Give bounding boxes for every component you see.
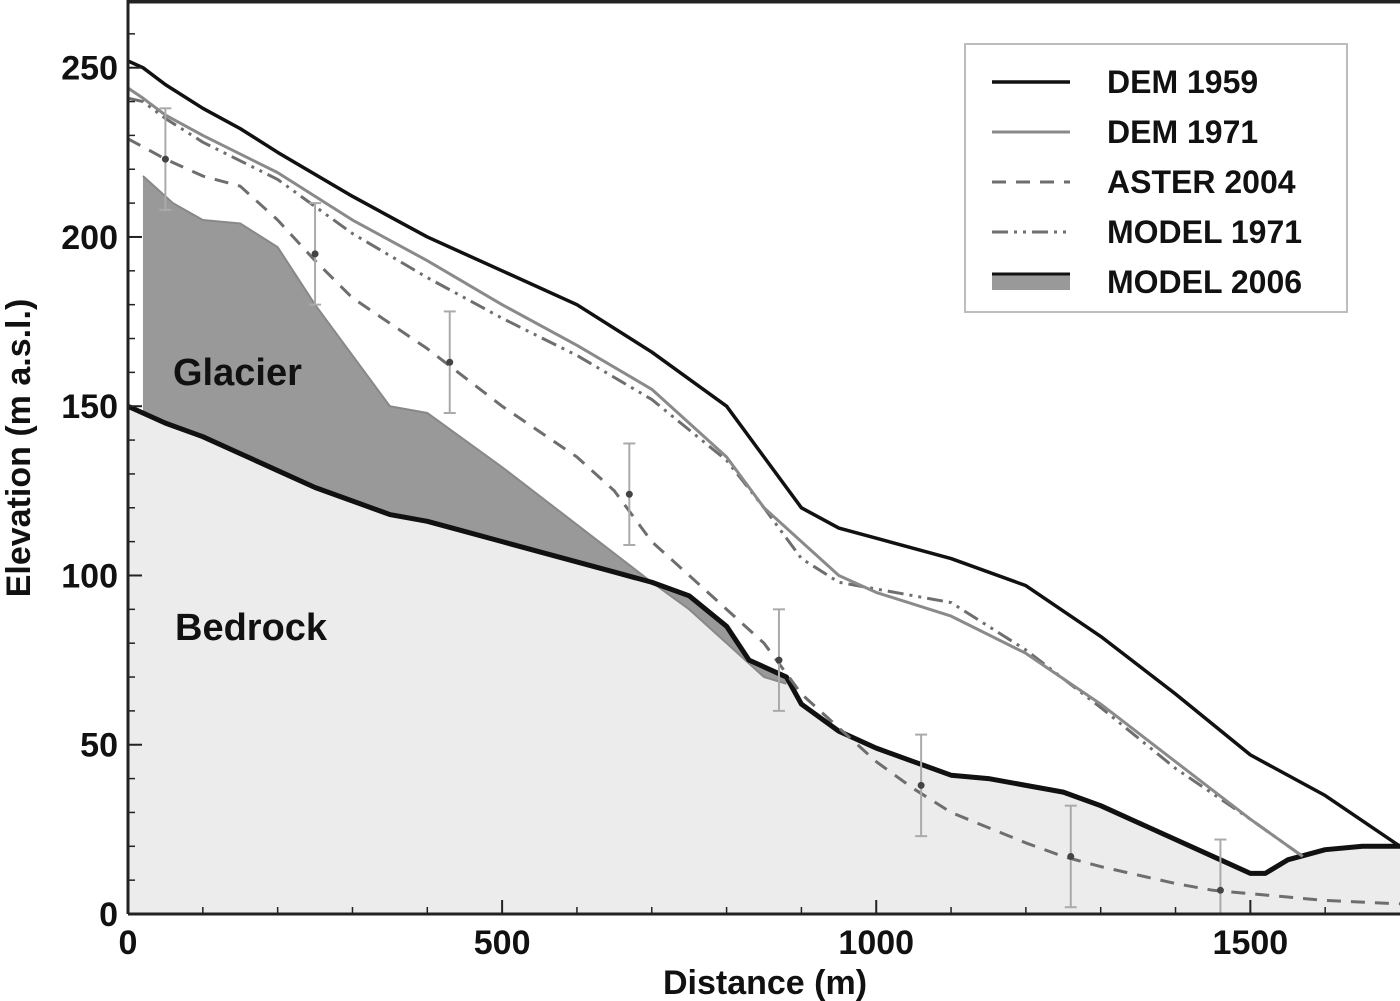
plot-area — [128, 59, 1400, 914]
legend-label: DEM 1971 — [1107, 114, 1258, 150]
aster-error-bar — [1214, 838, 1227, 914]
error-bar-point — [775, 656, 783, 664]
legend-entry-model-2006: MODEL 2006 — [992, 264, 1302, 300]
x-tick-label: 500 — [474, 924, 531, 962]
y-tick-label: 200 — [61, 219, 118, 257]
x-axis-title: Distance (m) — [663, 964, 867, 1001]
legend-box — [964, 43, 1348, 313]
dem-1971-line — [128, 86, 1304, 858]
glacier-label: Glacier — [173, 352, 302, 394]
y-axis: 0 50 100 150 200 250 — [61, 33, 142, 934]
bedrock-label: Bedrock — [175, 607, 328, 649]
glacier-model-2006-area — [142, 176, 787, 684]
legend-entry-dem-1971: DEM 1971 — [992, 114, 1258, 150]
aster-error-bar — [159, 107, 172, 211]
legend-label: MODEL 1971 — [1107, 214, 1302, 250]
aster-error-bar — [623, 442, 636, 547]
bedrock-area — [128, 406, 1400, 914]
legend: DEM 1959 DEM 1971 ASTER 2004 MODEL 1971 MODE… — [964, 43, 1348, 313]
bedrock-line — [128, 403, 1400, 876]
y-tick-label: 100 — [61, 557, 118, 595]
aster-error-bar — [309, 202, 322, 306]
legend-label: MODEL 2006 — [1107, 264, 1302, 300]
model-2006-surface-line — [142, 175, 787, 685]
aster-error-bar — [772, 608, 785, 712]
aster-error-bar — [915, 733, 928, 838]
y-tick-label: 250 — [61, 50, 118, 88]
error-bar-point — [625, 490, 633, 498]
legend-entry-dem-1959: DEM 1959 — [992, 64, 1258, 100]
error-bar-point — [446, 358, 454, 366]
legend-swatch — [992, 274, 1070, 290]
y-tick-label: 150 — [61, 388, 118, 426]
y-axis-title: Elevation (m a.s.l.) — [0, 299, 38, 598]
error-bar-point — [311, 250, 319, 258]
error-bar-point — [1216, 886, 1224, 894]
plot-frame — [126, 0, 1400, 916]
legend-entry-aster-2004: ASTER 2004 — [992, 164, 1296, 200]
x-axis: 0 500 1000 1500 — [119, 900, 1326, 962]
aster-error-bar — [443, 310, 456, 414]
error-bar-point — [1067, 852, 1075, 860]
aster-2004-line — [128, 137, 1400, 906]
x-tick-label: 1500 — [1213, 924, 1289, 962]
dem-1959-line — [128, 59, 1400, 848]
legend-label: DEM 1959 — [1107, 64, 1258, 100]
y-tick-label: 0 — [99, 896, 118, 934]
x-tick-label: 0 — [119, 924, 138, 962]
error-bar-point — [917, 781, 925, 789]
legend-label: ASTER 2004 — [1107, 164, 1296, 200]
aster-error-bar — [1064, 804, 1077, 909]
error-bar-point — [161, 155, 169, 163]
legend-entry-model-1971: MODEL 1971 — [992, 214, 1302, 250]
x-tick-label: 1000 — [838, 924, 914, 962]
y-tick-label: 50 — [80, 727, 118, 765]
